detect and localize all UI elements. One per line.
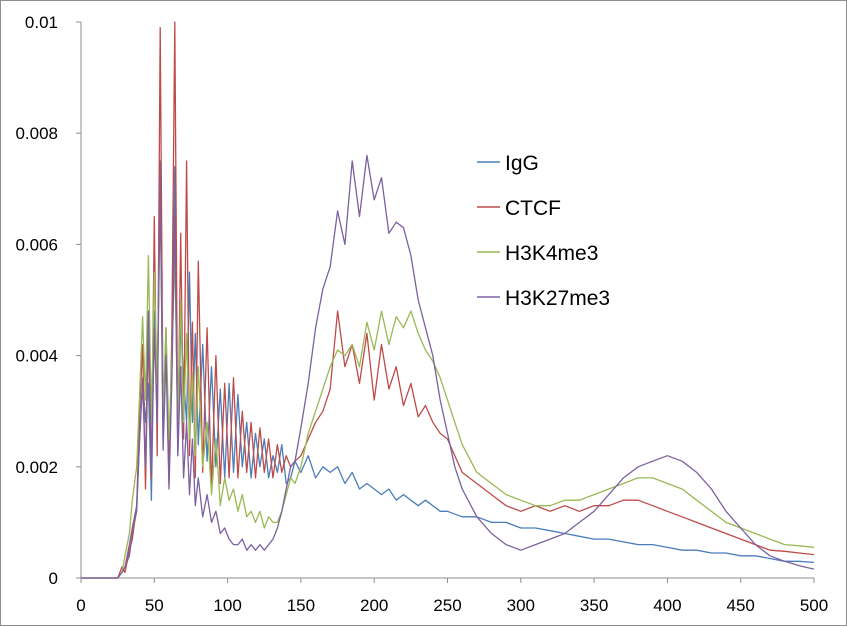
x-axis: 0 50 100 150 200 250 300 350 400 450 500 bbox=[76, 577, 828, 615]
x-tick-label: 200 bbox=[360, 596, 388, 615]
x-tick-label: 50 bbox=[145, 596, 164, 615]
y-tick-label: 0 bbox=[49, 569, 58, 588]
x-tick-label: 0 bbox=[76, 596, 85, 615]
y-tick-label: 0.008 bbox=[15, 124, 58, 143]
y-axis: 0 0.002 0.004 0.006 0.008 0.01 bbox=[15, 13, 82, 588]
x-tick-label: 500 bbox=[800, 596, 828, 615]
x-tick-label: 250 bbox=[433, 596, 461, 615]
x-tick-label: 400 bbox=[653, 596, 681, 615]
series-line-h3k4me3 bbox=[81, 199, 815, 579]
series-line-h3k27me3 bbox=[81, 154, 815, 579]
y-tick-label: 0.002 bbox=[15, 458, 58, 477]
y-ticks: 0 0.002 0.004 0.006 0.008 0.01 bbox=[15, 13, 81, 588]
x-tick-label: 350 bbox=[580, 596, 608, 615]
x-tick-label: 100 bbox=[213, 596, 241, 615]
x-tick-label: 300 bbox=[507, 596, 535, 615]
legend-label-h3k27me3: H3K27me3 bbox=[505, 287, 610, 310]
x-tick-label: 450 bbox=[727, 596, 755, 615]
y-tick-label: 0.004 bbox=[15, 347, 58, 366]
x-tick-label: 150 bbox=[287, 596, 315, 615]
y-tick-label: 0.006 bbox=[15, 235, 58, 254]
series-line-ctcf bbox=[81, 21, 815, 579]
series-layer bbox=[81, 21, 815, 579]
legend-label-igg: IgG bbox=[505, 152, 539, 175]
legend-label-h3k4me3: H3K4me3 bbox=[505, 242, 598, 265]
x-ticks: 0 50 100 150 200 250 300 350 400 450 500 bbox=[76, 578, 828, 615]
legend-label-ctcf: CTCF bbox=[505, 197, 561, 220]
y-tick-label: 0.01 bbox=[25, 13, 58, 32]
legend: IgG CTCF H3K4me3 H3K27me3 bbox=[477, 152, 610, 310]
